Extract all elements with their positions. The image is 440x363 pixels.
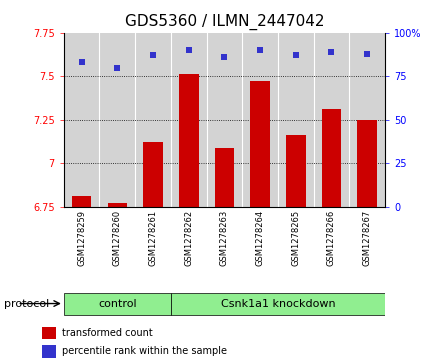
Bar <box>215 148 234 207</box>
Bar <box>250 81 270 207</box>
Bar <box>286 135 306 207</box>
Point <box>114 65 121 70</box>
Point <box>257 47 264 53</box>
Bar <box>72 196 92 207</box>
Bar <box>171 293 385 315</box>
Text: protocol: protocol <box>4 299 50 309</box>
Bar <box>179 74 198 207</box>
Point <box>292 52 299 58</box>
Bar <box>42 327 55 339</box>
Point <box>150 52 157 58</box>
Bar <box>64 293 171 315</box>
Point <box>78 60 85 65</box>
Point <box>363 51 370 57</box>
Point <box>185 47 192 53</box>
Bar <box>357 120 377 207</box>
Text: control: control <box>98 298 137 309</box>
Bar <box>42 345 55 358</box>
Point <box>221 54 228 60</box>
Bar <box>143 142 163 207</box>
Text: transformed count: transformed count <box>62 328 153 338</box>
Text: percentile rank within the sample: percentile rank within the sample <box>62 346 227 356</box>
Title: GDS5360 / ILMN_2447042: GDS5360 / ILMN_2447042 <box>125 14 324 30</box>
Bar <box>322 109 341 207</box>
Text: Csnk1a1 knockdown: Csnk1a1 knockdown <box>220 298 335 309</box>
Bar <box>107 203 127 207</box>
Point <box>328 49 335 55</box>
